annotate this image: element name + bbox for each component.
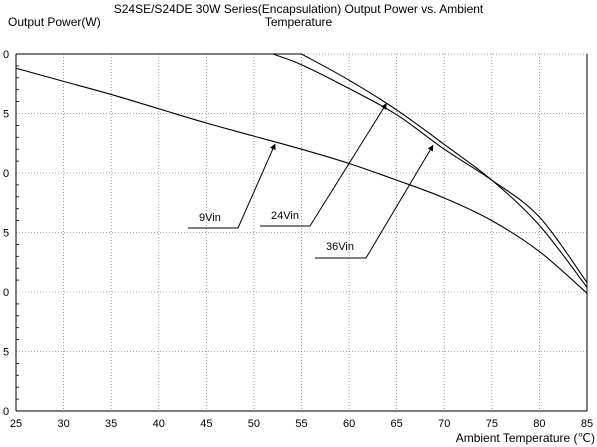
y-tick-label: 5 bbox=[3, 347, 9, 359]
x-tick-labels: 25 30 35 40 45 50 55 60 65 70 75 80 85 bbox=[10, 418, 593, 430]
annotation-label-36vin: 36Vin bbox=[326, 241, 354, 253]
y-axis-label: Output Power(W) bbox=[8, 15, 101, 29]
y-tick-label: 5 bbox=[3, 228, 9, 240]
series-line-24vin bbox=[16, 53, 588, 283]
annotations: 9Vin 24Vin 36Vin bbox=[188, 103, 434, 259]
y-tick-label: 0 bbox=[3, 168, 9, 180]
series-lines bbox=[15, 53, 588, 294]
x-tick-label: 70 bbox=[438, 418, 450, 430]
chart-title-line-1: S24SE/S24DE 30W Series(Encapsulation) Ou… bbox=[113, 2, 484, 16]
x-tick-label: 80 bbox=[533, 418, 545, 430]
annotation-label-24vin: 24Vin bbox=[271, 210, 299, 222]
y-tick-label: 0 bbox=[3, 287, 9, 299]
grid-lines bbox=[15, 53, 588, 412]
chart-title-line-2: Temperature bbox=[264, 15, 333, 29]
y-tick-labels: 0 5 0 5 0 5 0 bbox=[3, 49, 9, 418]
annotation-arrow bbox=[309, 103, 387, 227]
annotation-label-9vin: 9Vin bbox=[199, 212, 221, 224]
x-axis-label: Ambient Temperature (℃) bbox=[455, 431, 595, 445]
y-tick-label: 0 bbox=[3, 406, 9, 418]
x-tick-label: 40 bbox=[153, 418, 165, 430]
y-tick-label: 0 bbox=[3, 49, 9, 61]
series-line-36vin bbox=[16, 53, 588, 288]
x-tick-label: 85 bbox=[581, 418, 593, 430]
x-tick-label: 25 bbox=[10, 418, 22, 430]
series-line-9vin bbox=[15, 67, 588, 294]
x-tick-label: 75 bbox=[486, 418, 498, 430]
x-tick-label: 60 bbox=[343, 418, 355, 430]
x-tick-label: 65 bbox=[391, 418, 403, 430]
annotation-arrow bbox=[237, 143, 276, 229]
y-tick-label: 5 bbox=[3, 109, 9, 121]
x-tick-label: 50 bbox=[248, 418, 260, 430]
annotation-arrow bbox=[365, 144, 434, 259]
x-tick-label: 30 bbox=[57, 418, 69, 430]
x-tick-label: 45 bbox=[200, 418, 212, 430]
x-tick-label: 55 bbox=[295, 418, 307, 430]
x-tick-label: 35 bbox=[105, 418, 117, 430]
